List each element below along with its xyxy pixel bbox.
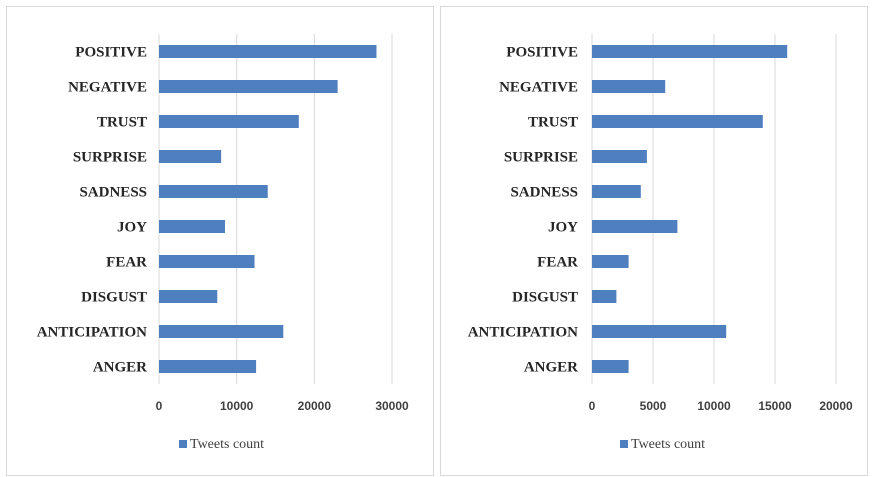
bar: [592, 360, 629, 373]
bar: [159, 115, 299, 128]
bar: [159, 185, 268, 198]
category-label: POSITIVE: [75, 45, 147, 61]
bar: [159, 150, 222, 163]
category-label: DISGUST: [512, 290, 578, 306]
bar: [159, 45, 377, 58]
category-label: DISGUST: [81, 290, 147, 306]
x-tick-label: 30000: [375, 399, 409, 413]
category-label: TRUST: [97, 115, 147, 131]
category-label: ANGER: [524, 360, 578, 376]
x-tick-label: 0: [589, 399, 596, 413]
legend-label: Tweets count: [190, 437, 264, 452]
category-label: NEGATIVE: [499, 80, 578, 96]
bar: [159, 325, 284, 338]
category-label: TRUST: [528, 115, 578, 131]
legend-swatch: [620, 440, 628, 448]
bar: [592, 115, 763, 128]
x-tick-label: 20000: [298, 399, 332, 413]
category-label: ANTICIPATION: [37, 325, 147, 341]
bar: [592, 220, 678, 233]
x-tick-label: 10000: [697, 399, 731, 413]
category-label: FEAR: [537, 255, 578, 271]
category-label: JOY: [117, 220, 147, 236]
bar: [592, 45, 788, 58]
bar: [159, 360, 257, 373]
bar: [592, 255, 629, 268]
bar: [592, 80, 666, 93]
bar: [592, 150, 647, 163]
category-label: ANGER: [93, 360, 147, 376]
category-label: POSITIVE: [506, 45, 578, 61]
category-label: ANTICIPATION: [468, 325, 578, 341]
bar: [159, 80, 338, 93]
x-tick-label: 0: [156, 399, 163, 413]
category-label: FEAR: [106, 255, 147, 271]
category-label: NEGATIVE: [68, 80, 147, 96]
bar: [159, 255, 255, 268]
bar: [592, 290, 617, 303]
x-tick-label: 20000: [819, 399, 853, 413]
x-tick-label: 5000: [640, 399, 667, 413]
bar: [159, 220, 226, 233]
x-tick-label: 15000: [758, 399, 792, 413]
x-tick-label: 10000: [220, 399, 254, 413]
category-label: JOY: [548, 220, 578, 236]
legend-swatch: [179, 440, 187, 448]
category-label: SADNESS: [79, 185, 147, 201]
category-label: SURPRISE: [504, 150, 578, 166]
bar: [592, 325, 727, 338]
category-label: SADNESS: [510, 185, 578, 201]
bar: [159, 290, 218, 303]
legend-label: Tweets count: [631, 437, 705, 452]
bar: [592, 185, 641, 198]
category-label: SURPRISE: [73, 150, 147, 166]
